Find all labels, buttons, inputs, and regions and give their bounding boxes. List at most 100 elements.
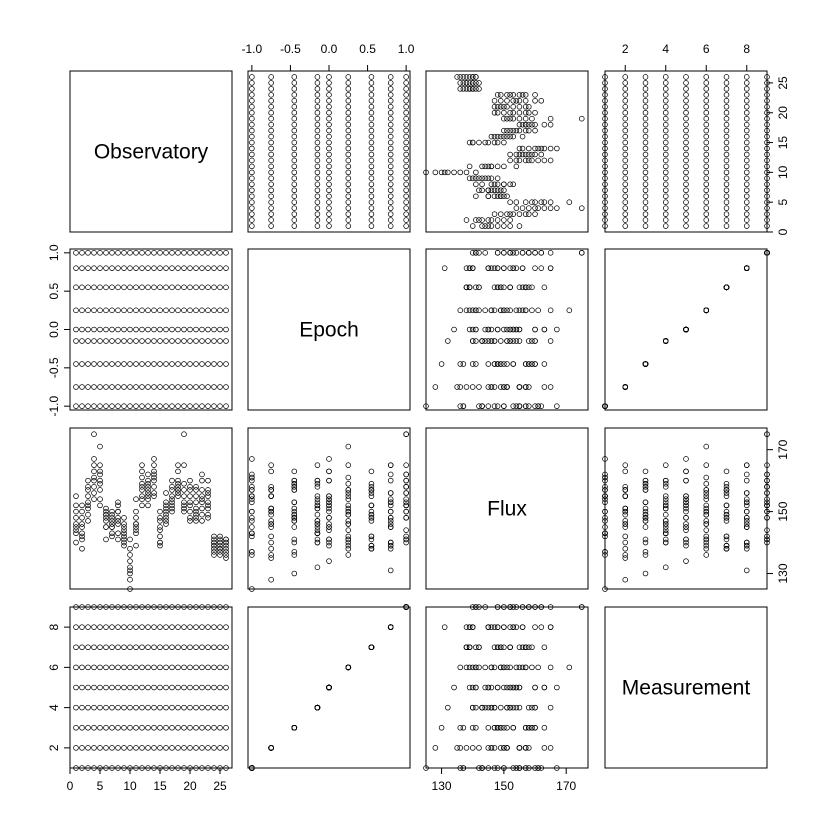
data-point	[163, 518, 169, 524]
data-point	[466, 80, 473, 86]
data-point	[79, 745, 85, 751]
data-point	[522, 644, 529, 651]
data-point	[249, 139, 255, 146]
data-point	[683, 193, 689, 199]
data-point	[683, 151, 689, 158]
data-point	[642, 187, 649, 194]
data-point	[326, 223, 332, 229]
data-point	[314, 530, 321, 537]
data-point	[217, 545, 223, 552]
data-point	[703, 92, 710, 98]
data-point	[223, 549, 229, 555]
data-point	[683, 175, 689, 182]
data-point	[368, 121, 375, 128]
data-point	[387, 181, 394, 188]
data-point	[169, 508, 175, 515]
data-point	[211, 624, 217, 630]
data-point	[494, 724, 501, 731]
data-point	[103, 624, 109, 630]
data-point	[193, 518, 199, 524]
data-point	[482, 704, 488, 711]
data-point	[723, 133, 730, 140]
data-point	[326, 121, 332, 128]
data-point	[368, 199, 375, 205]
data-point	[151, 468, 157, 475]
data-point	[602, 193, 608, 199]
data-point	[91, 338, 97, 344]
data-point	[97, 502, 103, 509]
data-point	[463, 265, 470, 271]
data-point	[97, 496, 103, 502]
data-point	[460, 74, 467, 80]
data-point	[127, 664, 133, 671]
data-point	[268, 487, 274, 493]
data-point	[642, 508, 649, 515]
data-point	[387, 539, 394, 546]
data-point	[345, 199, 352, 205]
data-point	[109, 530, 115, 537]
data-point	[268, 193, 274, 199]
variable-label-flux: Flux	[487, 498, 527, 521]
panel-epoch-vs-flux	[423, 248, 589, 411]
data-point	[163, 403, 169, 409]
data-point	[217, 536, 223, 543]
data-point	[703, 487, 710, 493]
data-point	[491, 403, 498, 409]
data-point	[642, 181, 649, 188]
data-point	[622, 109, 629, 116]
data-point	[387, 175, 394, 182]
panel-frame	[69, 70, 233, 233]
data-point	[326, 205, 332, 211]
data-point	[482, 307, 488, 314]
data-point	[249, 217, 255, 223]
data-point	[73, 530, 79, 537]
data-point	[97, 480, 103, 487]
data-point	[314, 518, 321, 524]
data-point	[476, 139, 482, 146]
data-point	[501, 115, 507, 122]
data-point	[622, 462, 629, 468]
data-point	[466, 624, 473, 630]
data-point	[522, 361, 529, 367]
data-point	[139, 474, 145, 481]
data-point	[205, 664, 211, 671]
data-point	[326, 558, 332, 564]
data-point	[469, 86, 476, 92]
data-point	[291, 536, 298, 543]
data-point	[199, 471, 205, 478]
data-point	[683, 536, 689, 543]
data-point	[723, 484, 730, 490]
data-point	[578, 205, 585, 211]
data-point	[662, 539, 669, 546]
data-point	[522, 307, 529, 314]
data-point	[642, 157, 649, 164]
data-point	[501, 403, 507, 409]
data-point	[479, 163, 485, 170]
data-point	[139, 338, 145, 344]
data-point	[85, 307, 91, 314]
data-point	[368, 163, 375, 170]
data-point	[485, 175, 492, 182]
data-point	[73, 539, 79, 546]
data-point	[507, 250, 513, 256]
data-point	[504, 211, 510, 217]
data-point	[522, 724, 529, 731]
data-point	[642, 480, 649, 487]
data-point	[115, 284, 121, 291]
panel-frame	[425, 606, 589, 769]
tick-label: 4	[662, 42, 669, 56]
data-point	[522, 403, 529, 409]
data-point	[703, 545, 710, 552]
data-point	[501, 133, 507, 140]
data-point	[622, 545, 629, 552]
data-point	[314, 127, 321, 134]
data-point	[345, 542, 352, 549]
data-point	[91, 403, 97, 409]
data-point	[602, 145, 608, 152]
data-point	[181, 462, 187, 468]
data-point	[642, 115, 649, 122]
data-point	[345, 169, 352, 176]
data-point	[199, 384, 205, 390]
data-point	[181, 431, 187, 437]
data-point	[291, 211, 298, 217]
